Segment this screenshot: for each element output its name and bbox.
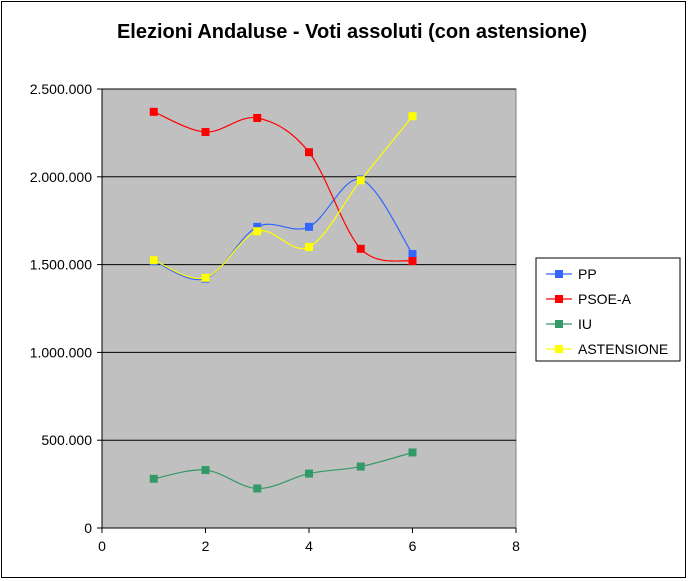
legend: PP PSOE-A IU ASTENSIONE [535,257,681,362]
point-astensione-6 [408,112,417,121]
y-tick-label-3: 1.500.000 [30,257,92,273]
point-pp-3 [253,222,262,231]
series-line-iu [153,451,413,490]
x-tick-label-2: 4 [305,538,313,554]
legend-label-psoe-a: PSOE-A [578,291,632,307]
point-psoe-a-5 [356,244,365,253]
point-astensione-4 [305,243,313,252]
point-iu-6 [408,448,417,457]
legend-label-iu: IU [578,316,592,332]
point-iu-3 [253,484,262,493]
y-tick-label-4: 2.000.000 [30,169,92,185]
y-tick-label-2: 1.000.000 [30,344,92,360]
plot-area: 0 500.000 1.000.000 1.500.000 2.000.000 2.500… [30,81,520,554]
legend-marker-astensione [555,345,563,353]
point-psoe-a-3 [253,113,262,122]
y-tick-label-5: 2.500.000 [30,81,92,97]
legend-marker-pp [555,270,563,278]
point-psoe-a-4 [305,148,313,157]
legend-marker-psoe-a [555,295,563,303]
point-astensione-3 [253,227,262,236]
point-psoe-a-6 [408,257,417,266]
x-tick-label-3: 6 [409,538,417,554]
point-pp-6 [408,250,417,259]
point-iu-2 [201,466,210,475]
y-tick-label-1: 500.000 [41,432,92,448]
x-tick-label-1: 2 [202,538,210,554]
plot-background [101,88,517,529]
legend-label-astensione: ASTENSIONE [578,341,668,357]
x-tick-label-0: 0 [98,538,106,554]
point-astensione-5 [356,176,365,185]
point-astensione-2 [201,273,210,282]
legend-label-pp: PP [578,266,597,282]
point-iu-5 [356,462,365,471]
point-psoe-a-1 [149,107,158,116]
point-astensione-1 [149,256,158,265]
point-pp-4 [305,222,313,231]
legend-marker-iu [555,320,563,328]
y-tick-label-0: 0 [84,520,92,536]
point-iu-1 [149,474,158,483]
point-psoe-a-2 [201,128,210,137]
point-iu-4 [305,469,313,478]
x-tick-label-4: 8 [512,538,520,554]
chart-title: Elezioni Andaluse - Voti assoluti (con a… [117,21,587,43]
